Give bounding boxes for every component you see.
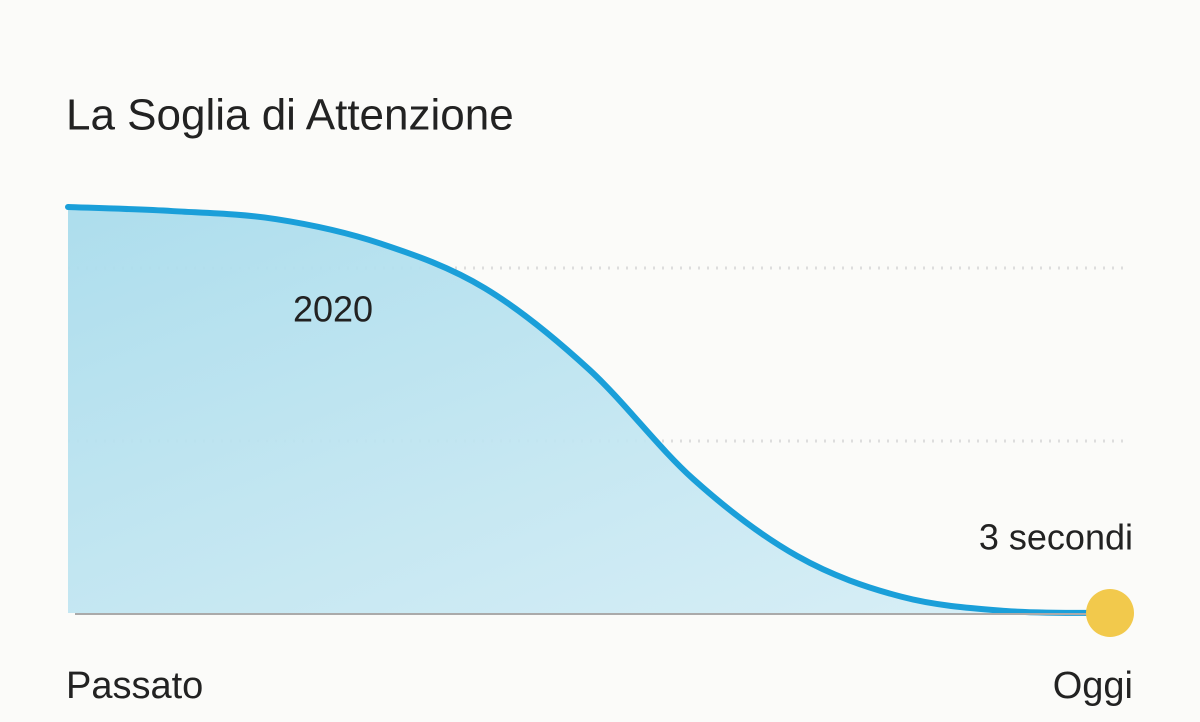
chart-title: La Soglia di Attenzione	[66, 91, 514, 140]
area-line	[65, 204, 1113, 616]
annotation: 3 secondi	[979, 517, 1133, 558]
annotation: 2020	[293, 289, 373, 330]
x-tick-label: Oggi	[1053, 665, 1133, 707]
area-fill	[68, 207, 1110, 613]
end-marker	[1086, 589, 1134, 637]
plot-area	[65, 204, 1113, 616]
x-tick-label: Passato	[66, 665, 203, 707]
